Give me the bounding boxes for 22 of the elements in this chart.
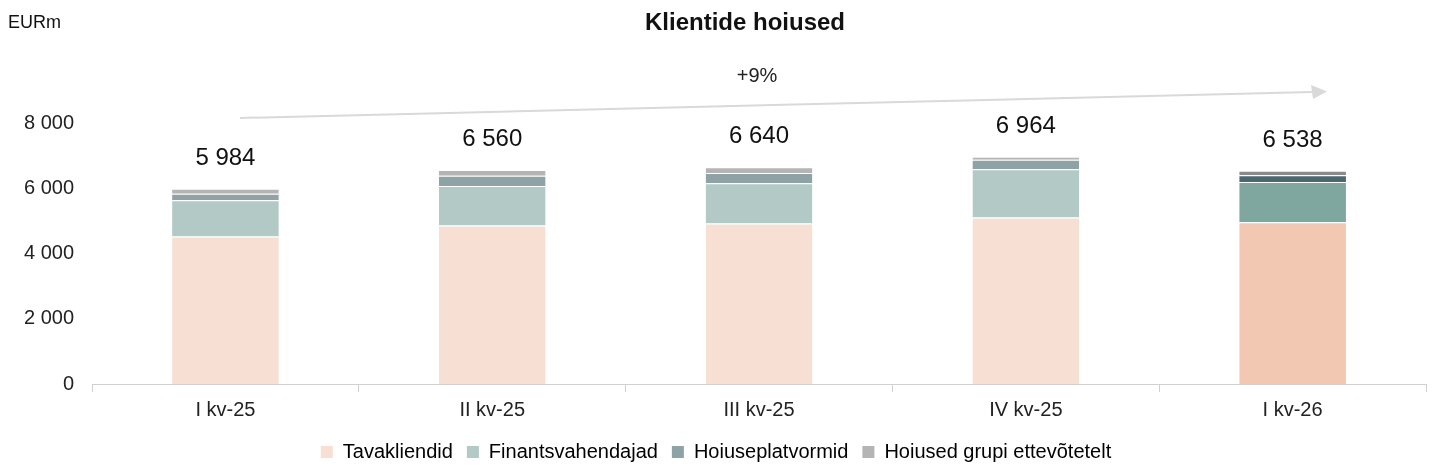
x-tick-label: I kv-26	[1262, 397, 1323, 420]
y-axis-title: EURm	[8, 12, 61, 32]
total-label: 6 640	[728, 121, 790, 149]
chart-title: Klientide hoiused	[644, 8, 846, 35]
total-label: 6 964	[995, 110, 1056, 138]
y-tick-label: 2 000	[23, 306, 75, 329]
x-tick-label: I kv-25	[195, 397, 256, 420]
legend-label: Hoiuseplatvormid	[693, 439, 849, 462]
x-tick-label: IV kv-25	[989, 397, 1063, 420]
y-tick-label: 4 000	[23, 241, 75, 264]
x-tick-label: II kv-25	[459, 397, 526, 420]
legend-label: Finantsvahendajad	[488, 439, 658, 462]
legend-label: Hoiused grupi ettevõtetelt	[884, 439, 1112, 462]
text: +9%	[736, 64, 778, 86]
total-label: 6 538	[1262, 124, 1323, 152]
total-label: 6 560	[462, 123, 523, 151]
total-label: 5 984	[195, 142, 256, 170]
y-tick-label: 6 000	[23, 175, 75, 198]
legend-label: Tavakliendid	[342, 439, 453, 462]
x-tick-label: III kv-25	[723, 397, 795, 420]
y-tick-label: 8 000	[23, 110, 75, 133]
y-tick-label: 0	[62, 371, 75, 394]
